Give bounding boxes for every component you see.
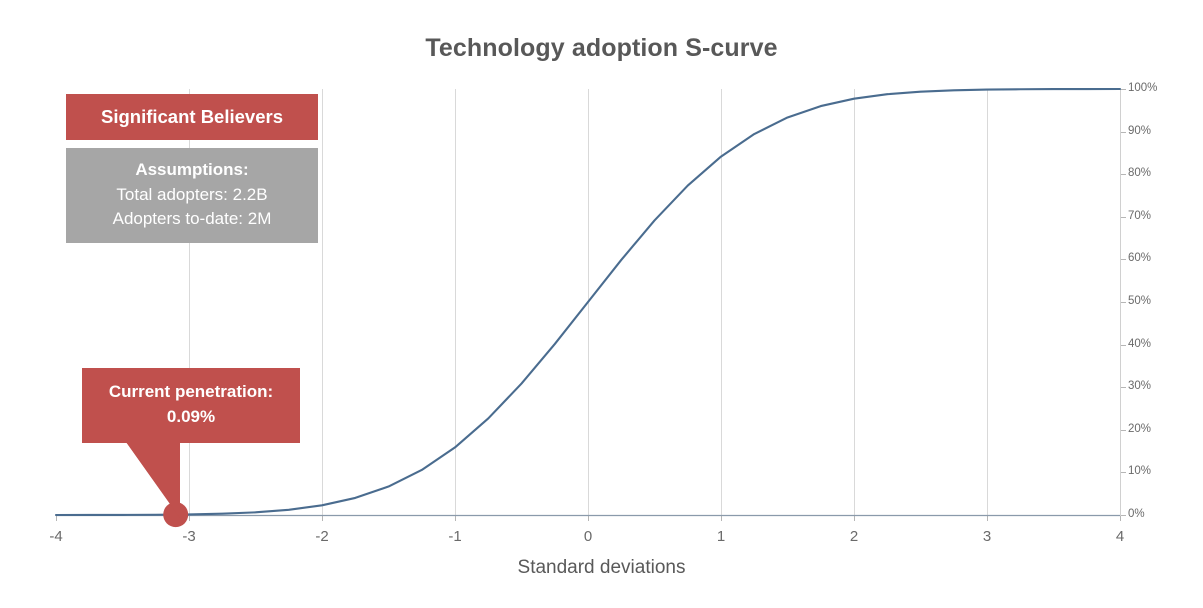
y-tick-label-60pct: 60%: [1128, 252, 1152, 265]
y-tick-label-30pct: 30%: [1128, 380, 1152, 393]
x-tick-label-3: 3: [982, 528, 992, 545]
x-tick-label--3: -3: [182, 528, 196, 545]
callout-line-1: Current penetration:: [108, 382, 274, 401]
chart-title: Technology adoption S-curve: [425, 34, 778, 62]
y-tick-label-90pct: 90%: [1128, 124, 1152, 137]
assumptions-heading: Assumptions:: [135, 160, 249, 180]
x-tick-label-2: 2: [849, 528, 859, 545]
x-tick-label-0: 0: [583, 528, 593, 545]
s-curve-line: [54, 87, 1122, 517]
y-tick-label-100pct: 100%: [1128, 82, 1158, 94]
y-tick-label-10pct: 10%: [1128, 465, 1152, 478]
x-tick-label-4: 4: [1115, 528, 1125, 545]
x-tick-label--2: -2: [315, 528, 329, 545]
legend-card: Significant Believers Assumptions: Total…: [66, 94, 318, 243]
x-axis-title: Standard deviations: [517, 557, 686, 578]
current-penetration-callout[interactable]: Current penetration: 0.09%: [82, 368, 300, 518]
callout-line-2: 0.09%: [166, 406, 216, 426]
assumption-adopters-to-date: Adopters to-date: 2M: [112, 208, 272, 228]
assumptions-box: Assumptions: Total adopters: 2.2B Adopte…: [66, 148, 318, 243]
y-tick-label-70pct: 70%: [1128, 209, 1152, 222]
assumption-total-adopters: Total adopters: 2.2B: [116, 184, 268, 204]
x-tick-label--1: -1: [448, 528, 462, 545]
y-tick-label-0pct: 0%: [1128, 508, 1145, 520]
current-penetration-marker[interactable]: [163, 502, 189, 528]
y-tick-label-80pct: 80%: [1128, 167, 1152, 180]
y-tick-label-50pct: 50%: [1128, 295, 1152, 307]
legend-title: Significant Believers: [66, 94, 318, 141]
x-tick-label-1: 1: [716, 528, 726, 545]
x-tick-label--4: -4: [49, 528, 63, 545]
callout-box: Current penetration: 0.09%: [82, 368, 300, 444]
y-tick-label-20pct: 20%: [1128, 422, 1152, 435]
y-tick-label-40pct: 40%: [1128, 337, 1152, 350]
